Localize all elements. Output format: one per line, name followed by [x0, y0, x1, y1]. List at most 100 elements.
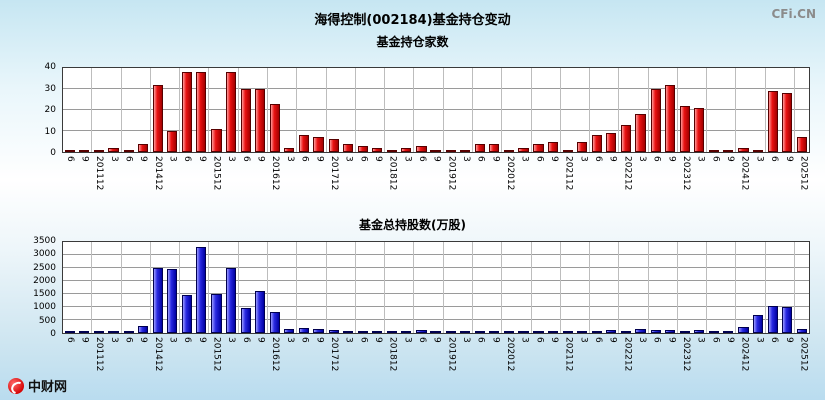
bar: [459, 331, 470, 333]
x-tick-label: 6: [123, 337, 134, 343]
bar: [416, 329, 427, 333]
bar: [738, 326, 749, 333]
bar: [621, 330, 632, 333]
x-tick-label: 3: [284, 337, 295, 343]
y-tick-label: 0: [50, 329, 56, 339]
x-tick-label: 6: [593, 156, 604, 162]
bar: [94, 331, 105, 333]
x-tick-label: 3: [460, 337, 471, 343]
bar: [342, 330, 353, 333]
x-tick-label: 6: [358, 337, 369, 343]
total-shares-y-axis: 0 500 1000 1500 2000 2500 3000 3500: [0, 236, 56, 339]
x-tick-label: 9: [549, 337, 559, 343]
x-tick-label: 6: [475, 337, 486, 343]
bar: [328, 329, 339, 333]
x-tick-label: 6: [534, 156, 545, 162]
x-tick-label: 6: [710, 156, 721, 162]
total-shares-plot-area: [62, 241, 810, 334]
bar: [182, 295, 193, 333]
x-tick-label: 9: [372, 337, 383, 343]
horizontal-gridline: [63, 267, 809, 268]
bar: [576, 331, 588, 333]
bar: [416, 145, 427, 152]
x-tick-label: 6: [64, 156, 75, 162]
x-tick-label: 3: [167, 337, 178, 343]
x-tick-label: 9: [138, 156, 149, 162]
bar: [357, 145, 368, 152]
total-shares-x-axis-labels: 6 9 201112 3 6 9 201412 3 6 9 201512 3 6 9 201612 3 6 9 20…: [62, 337, 810, 387]
x-tick-label: 202412: [739, 337, 750, 372]
bar: [533, 331, 544, 333]
x-tick-label: 201812: [387, 337, 398, 372]
bar: [562, 149, 573, 152]
x-tick-label: 3: [637, 337, 648, 343]
bar: [123, 331, 134, 333]
bar: [371, 147, 383, 152]
bar: [166, 269, 178, 333]
cfi-logo-text: 中财网: [28, 380, 68, 395]
bar: [123, 149, 134, 152]
bar: [621, 124, 632, 152]
bar: [299, 135, 310, 152]
x-tick-label: 9: [79, 337, 90, 343]
bar: [474, 143, 486, 152]
x-tick-label: 201912: [446, 156, 457, 191]
x-tick-label: 202312: [681, 156, 692, 191]
x-tick-label: 9: [666, 337, 677, 343]
bar: [679, 330, 691, 333]
bar: [225, 268, 236, 333]
bar: [254, 291, 265, 333]
x-tick-label: 6: [593, 337, 604, 343]
horizontal-gridline: [63, 280, 809, 281]
bar: [547, 141, 558, 152]
x-tick-label: 6: [182, 337, 193, 343]
x-tick-label: 202012: [504, 337, 515, 372]
bar: [64, 149, 76, 152]
x-tick-label: 201712: [328, 156, 339, 191]
bar: [445, 331, 456, 333]
x-tick-label: 6: [64, 337, 75, 343]
x-tick-label: 9: [490, 337, 501, 343]
x-tick-label: 9: [138, 337, 149, 343]
horizontal-gridline: [63, 319, 809, 320]
x-tick-label: 6: [651, 156, 662, 162]
bar: [240, 89, 251, 152]
bar: [635, 114, 646, 152]
bar: [137, 325, 148, 333]
x-tick-label: 9: [255, 337, 266, 343]
x-tick-label: 9: [725, 337, 736, 343]
cfi-watermark: CFi.CN: [771, 7, 816, 21]
x-tick-label: 9: [431, 156, 442, 162]
x-tick-label: 6: [534, 337, 545, 343]
x-tick-label: 9: [372, 156, 383, 162]
fund-count-x-axis-labels: 6 9 201112 3 6 9 201412 3 6 9 201512 3 6 9 201612 3 6 9 20…: [62, 156, 810, 206]
x-tick-label: 3: [460, 156, 471, 162]
x-tick-label: 9: [549, 156, 559, 162]
bar: [547, 331, 558, 333]
horizontal-gridline: [63, 130, 809, 131]
x-tick-label: 9: [314, 156, 325, 162]
x-tick-label: 3: [695, 337, 706, 343]
bar: [313, 329, 324, 333]
x-tick-label: 201412: [152, 156, 163, 191]
bar: [694, 107, 705, 152]
x-tick-label: 9: [79, 156, 90, 162]
bar: [767, 91, 778, 152]
y-tick-label: 3500: [33, 236, 56, 246]
x-tick-label: 6: [416, 156, 427, 162]
bar: [723, 331, 734, 333]
y-tick-label: 10: [44, 126, 56, 137]
x-tick-label: 201912: [446, 337, 457, 372]
total-shares-chart-title: 基金总持股数(万股): [359, 218, 466, 232]
bar: [445, 149, 456, 152]
bar: [518, 147, 529, 152]
x-tick-label: 9: [196, 156, 207, 162]
x-tick-label: 6: [769, 156, 780, 162]
x-tick-label: 202512: [798, 337, 809, 372]
bar: [518, 331, 529, 333]
bar: [284, 147, 295, 152]
x-tick-label: 202212: [622, 156, 633, 191]
bar: [299, 327, 310, 333]
bar: [387, 331, 398, 333]
bar: [284, 329, 295, 333]
